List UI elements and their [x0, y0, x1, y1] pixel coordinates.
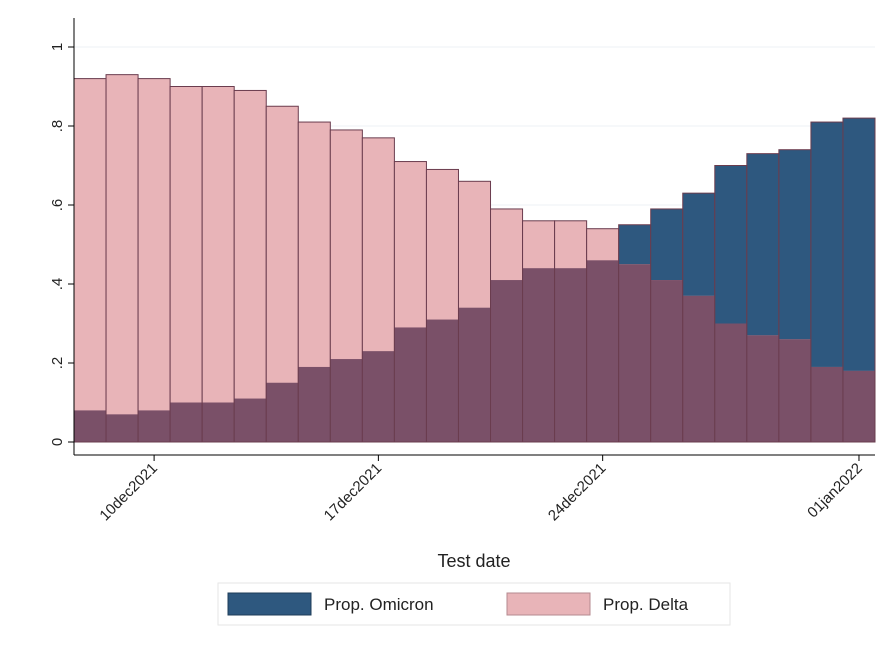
bar-overlap — [586, 260, 619, 442]
bar-overlap — [554, 268, 587, 442]
bar-delta — [170, 86, 203, 442]
x-tick-label: 17dec2021 — [321, 460, 386, 525]
x-tick-label: 24dec2021 — [545, 460, 610, 525]
x-axis-title: Test date — [437, 551, 510, 571]
bar-overlap — [522, 268, 555, 442]
x-tick-label: 01jan2022 — [804, 460, 866, 522]
y-tick-label: 1 — [49, 43, 66, 51]
bar-overlap — [202, 402, 235, 442]
bar-overlap — [330, 359, 363, 442]
bar-overlap — [426, 319, 459, 442]
bar-outline — [842, 117, 876, 443]
bar-overlap — [682, 295, 715, 442]
bar-delta — [234, 90, 267, 442]
y-tick-label: .4 — [49, 278, 66, 291]
bar-overlap — [362, 351, 395, 442]
bar-overlap — [714, 323, 747, 442]
bar-overlap — [234, 398, 267, 442]
y-tick-label: .6 — [49, 199, 66, 212]
bar-overlap — [746, 335, 779, 442]
bar-overlap — [490, 280, 523, 442]
bar-overlap — [394, 327, 427, 442]
legend-swatch-omicron — [227, 592, 312, 616]
y-tick-label: .8 — [49, 120, 66, 133]
bars — [73, 74, 876, 443]
bar-overlap — [170, 402, 203, 442]
bar-overlap — [298, 366, 331, 442]
legend-swatch-delta — [506, 592, 591, 616]
legend-label-omicron: Prop. Omicron — [324, 595, 434, 614]
bar-overlap — [842, 370, 875, 442]
bar-overlap — [618, 264, 651, 442]
bar-delta — [106, 74, 139, 443]
x-tick-label: 10dec2021 — [96, 460, 161, 525]
y-tick-label: .2 — [49, 357, 66, 370]
bar-overlap — [138, 410, 171, 442]
bar-overlap — [650, 280, 683, 442]
legend-label-delta: Prop. Delta — [603, 595, 689, 614]
y-tick-label: 0 — [49, 438, 66, 446]
bar-overlap — [106, 414, 139, 442]
bar-overlap — [74, 410, 107, 442]
legend: Prop. Omicron Prop. Delta — [217, 582, 731, 626]
bar-delta — [202, 86, 235, 442]
bar-overlap — [778, 339, 811, 442]
bar-delta — [74, 78, 107, 442]
bar-overlap — [266, 382, 299, 442]
bar-overlap — [458, 307, 491, 442]
bar-overlap — [810, 366, 843, 442]
bar-delta — [138, 78, 171, 442]
